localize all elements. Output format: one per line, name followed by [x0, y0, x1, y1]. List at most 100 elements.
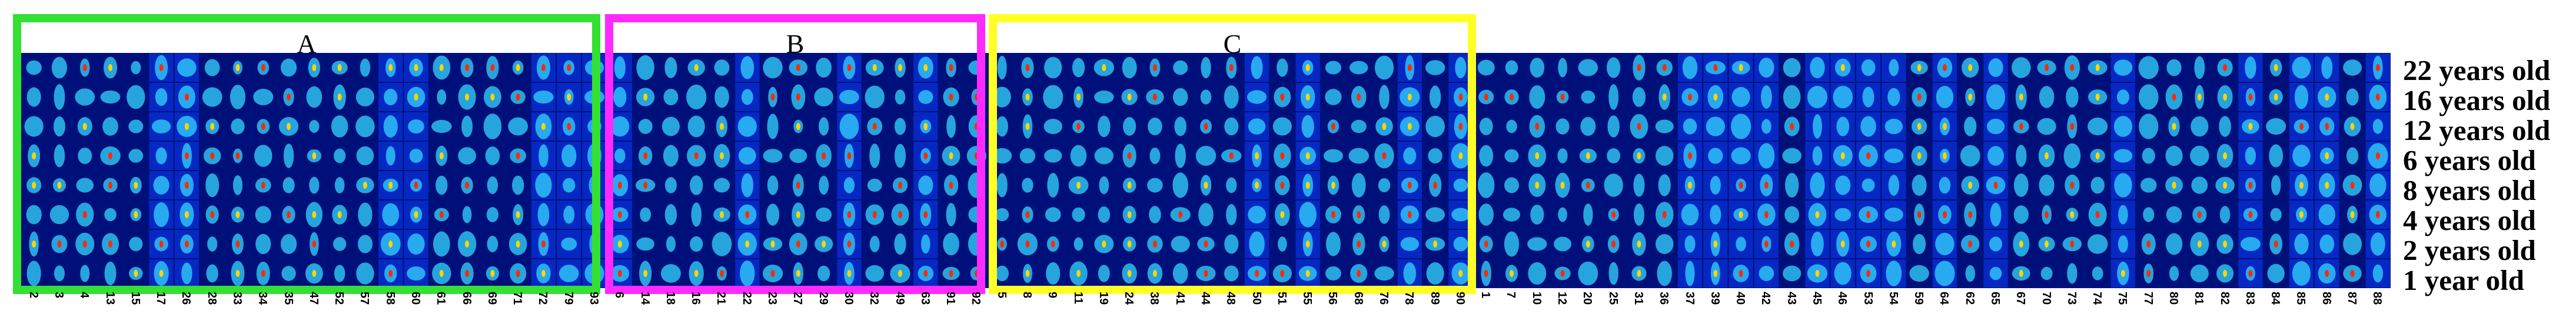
heatmap-core: [949, 64, 953, 71]
heatmap-core: [923, 152, 928, 159]
heatmap-core: [923, 270, 928, 277]
column-label: 13: [103, 292, 117, 305]
heatmap-blob: [894, 143, 906, 168]
group-b-box: B: [605, 14, 985, 294]
heatmap-blob: [151, 119, 171, 133]
heatmap-core: [1968, 241, 1973, 248]
heatmap-blob: [664, 177, 677, 193]
heatmap-blob: [894, 233, 906, 255]
heatmap-blob: [104, 208, 117, 222]
heatmap-core: [796, 182, 800, 189]
heatmap-blob: [487, 235, 498, 253]
heatmap-core: [822, 152, 826, 159]
heatmap-blob: [254, 145, 272, 167]
heatmap-core: [2299, 123, 2304, 130]
heatmap-core: [2045, 211, 2049, 218]
heatmap-blob: [231, 118, 245, 135]
heatmap-core: [1739, 211, 1743, 218]
column-label: 68: [1351, 292, 1365, 305]
column-label: 48: [1224, 292, 1238, 305]
heatmap-blob: [280, 58, 297, 77]
heatmap-core: [1560, 182, 1565, 189]
heatmap-core: [1993, 182, 1998, 189]
heatmap-blob: [1425, 115, 1445, 138]
heatmap-blob: [1682, 56, 1698, 79]
column-label: 44: [1199, 292, 1212, 305]
heatmap-blob: [1351, 173, 1366, 198]
column-label: 49: [893, 292, 906, 305]
heatmap-blob: [1224, 265, 1239, 282]
heatmap-core: [1305, 64, 1310, 71]
heatmap-core: [1713, 241, 1718, 248]
heatmap-blob: [1555, 118, 1570, 135]
column-label: 37: [1683, 292, 1696, 305]
heatmap-blob: [1374, 266, 1394, 281]
column-label: 4: [78, 292, 91, 299]
heatmap-blob: [487, 176, 498, 194]
heatmap-blob: [1072, 207, 1085, 222]
heatmap-blob: [687, 115, 705, 138]
heatmap-core: [2095, 211, 2100, 218]
heatmap-blob: [1277, 58, 1288, 77]
heatmap-blob: [26, 205, 42, 225]
heatmap-core: [2273, 93, 2278, 101]
heatmap-blob: [54, 144, 65, 168]
heatmap-core: [465, 64, 470, 71]
heatmap-core: [720, 123, 724, 130]
heatmap-blob: [2240, 237, 2261, 251]
row-label: 8 years old: [2403, 174, 2536, 206]
column-label: 45: [1810, 292, 1823, 305]
heatmap-blob: [1374, 55, 1394, 80]
heatmap-core: [516, 211, 520, 218]
heatmap-core: [184, 152, 189, 159]
column-label: 55: [1301, 292, 1314, 305]
heatmap-core: [108, 182, 112, 189]
column-label: 40: [1734, 292, 1747, 305]
heatmap-core: [2197, 241, 2202, 248]
heatmap-blob: [539, 144, 549, 168]
heatmap-core: [1025, 64, 1030, 71]
heatmap-core: [770, 270, 775, 277]
heatmap-blob: [1658, 174, 1671, 196]
heatmap-core: [949, 93, 953, 101]
heatmap-blob: [1528, 262, 1547, 285]
heatmap-core: [184, 93, 189, 101]
heatmap-blob: [666, 236, 676, 252]
heatmap-blob: [740, 260, 755, 286]
heatmap-blob: [1073, 237, 1083, 251]
heatmap-blob: [1811, 231, 1824, 257]
heatmap-core: [796, 93, 800, 101]
heatmap-blob: [561, 237, 577, 251]
heatmap-blob: [997, 55, 1007, 80]
heatmap-core: [2146, 270, 2151, 277]
heatmap-core: [1688, 182, 1692, 189]
heatmap-core: [465, 241, 470, 248]
column-label: 64: [1937, 292, 1951, 305]
heatmap-blob: [355, 87, 374, 107]
heatmap-blob: [2266, 118, 2286, 135]
heatmap-blob: [1044, 149, 1062, 163]
heatmap-blob: [1325, 61, 1342, 75]
heatmap-blob: [1351, 119, 1367, 133]
column-label: 10: [1530, 292, 1543, 305]
heatmap-blob: [1580, 116, 1596, 136]
heatmap-core: [1917, 64, 1922, 71]
heatmap-core: [2325, 93, 2329, 101]
heatmap-core: [2019, 93, 2023, 101]
heatmap-core: [745, 241, 750, 248]
heatmap-blob: [1632, 87, 1646, 107]
heatmap-blob: [53, 116, 65, 137]
heatmap-blob: [1988, 58, 2003, 77]
heatmap-blob: [1172, 172, 1189, 198]
column-label: 26: [180, 292, 193, 305]
heatmap-core: [1025, 123, 1030, 130]
column-label: 31: [1631, 292, 1645, 305]
heatmap-blob: [155, 88, 168, 106]
heatmap-core: [82, 123, 87, 130]
heatmap-blob: [360, 58, 371, 77]
heatmap-blob: [202, 87, 222, 107]
heatmap-blob: [1935, 260, 1955, 286]
heatmap-blob: [1683, 118, 1697, 135]
heatmap-core: [1586, 152, 1590, 159]
heatmap-core: [1280, 182, 1285, 189]
